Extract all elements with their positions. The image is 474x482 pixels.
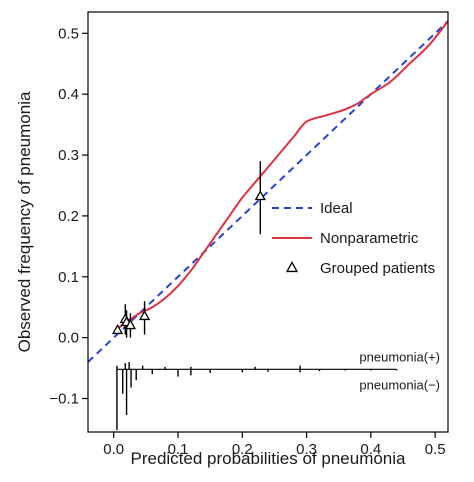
legend-nonparametric-label: Nonparametric [320,230,419,247]
rug-layer [116,362,398,431]
legend: Ideal Nonparametric Grouped patients [272,200,435,277]
x-axis-title: Predicted probabilities of pneumonia [130,449,406,468]
grouped-point-triangle-icon [254,190,266,201]
rug-label-negative: pneumonia(−) [359,377,440,392]
y-tick-label: 0.5 [58,25,79,42]
x-tick-label: 0.4 [360,441,381,458]
y-tick-label: 0.1 [58,269,79,286]
legend-grouped-label: Grouped patients [320,260,435,277]
y-tick-label: 0.0 [58,330,79,347]
x-tick-label: 0.5 [425,441,446,458]
y-tick-label: 0.4 [58,86,79,103]
grouped-point [111,323,124,335]
legend-ideal-label: Ideal [320,200,353,217]
grouped-point [124,313,137,338]
grouped-point [254,161,266,235]
ideal-line [88,20,448,363]
y-tick-label: 0.2 [58,208,79,225]
x-tick-label: 0.1 [168,441,189,458]
plot-frame [87,11,449,433]
x-tick-label: 0.0 [103,441,124,458]
y-tick-label: −0.1 [49,391,79,408]
legend-grouped-triangle-icon [285,261,299,273]
rug-label-positive: pneumonia(+) [359,349,440,364]
ticks-layer: 0.0 0.1 0.2 0.3 0.4 0.5 −0.1 0.0 0.1 0.2 0.3 0.4 0.5 [49,25,445,458]
y-axis-title: Observed frequency of pneumonia [15,91,34,352]
nonparametric-curve [116,20,448,333]
x-tick-label: 0.2 [232,441,253,458]
grouped-point-triangle-icon [124,319,137,330]
y-tick-label: 0.3 [58,147,79,164]
series-layer [88,20,448,363]
grouped-point-triangle-icon [111,323,124,335]
x-tick-label: 0.3 [296,441,317,458]
grouped-point-triangle-icon [138,309,151,321]
grouped-points-layer [111,161,266,338]
grouped-point [138,301,151,335]
